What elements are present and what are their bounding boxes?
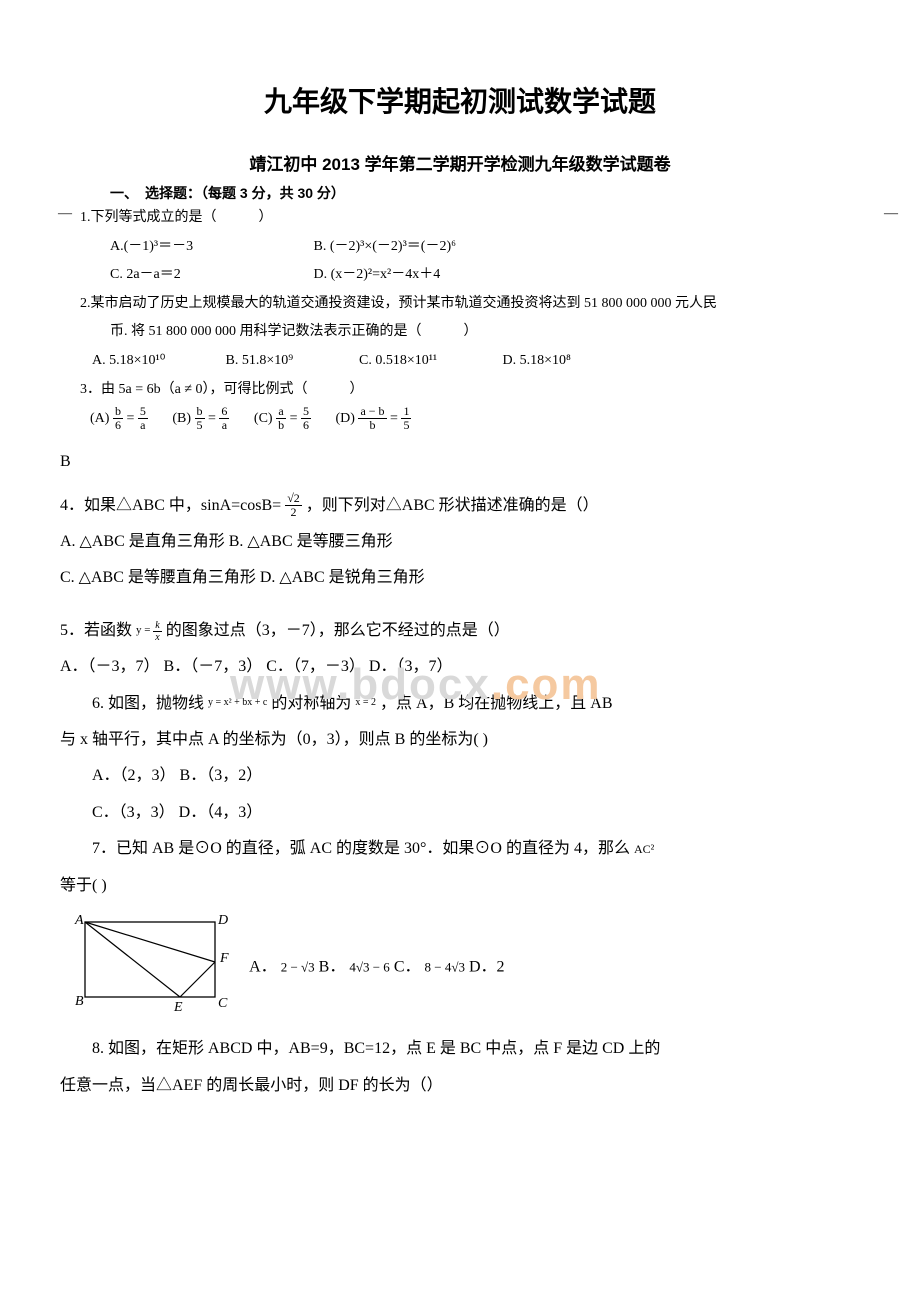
q4-frac: √22 [285,492,302,519]
q6-c: ，点 A，B 均在抛物线上，且 AB [380,695,612,712]
main-title: 九年级下学期起初测试数学试题 [60,80,860,120]
q8-line2: 任意一点，当△AEF 的周长最小时，则 DF 的长为（） [60,1071,860,1101]
q3-a-frac1: b6 [113,405,123,432]
q1-d: D. (x－2)²=x²－4x＋4 [314,267,441,282]
q2-b: B. 51.8×10⁹ [226,348,356,375]
label-b: B [75,994,84,1009]
q7-vc: 8 − 4√3 [425,959,465,974]
q3-b-frac1: b5 [195,405,205,432]
q2-a: A. 5.18×10¹⁰ [92,348,222,375]
q8-line1: 8. 如图，在矩形 ABCD 中，AB=9，BC=12，点 E 是 BC 中点，… [60,1034,860,1064]
label-d: D [217,913,228,928]
q3-a-label: (A) [90,411,109,426]
q7-ac2: AC² [634,842,654,856]
q5-func: y = [136,624,153,636]
q2-line1: 2.某市启动了历史上规模最大的轨道交通投资建设，预计某市轨道交通投资将达到 51… [80,291,860,318]
q1-row2: C. 2a－a＝2 D. (x－2)²=x²－4x＋4 [110,262,860,289]
q5-stem: 5．若函数 y = kx 的图象过点（3，－7），那么它不经过的点是（） [60,616,860,646]
q3-c-frac2: 56 [301,405,311,432]
q4-before: 4．如果△ABC 中，sinA=cosB= [60,497,285,514]
q6-cd: C．（3，3） D．（4，3） [60,798,860,828]
q7-va: 2 − √3 [281,959,315,974]
q6-b: 的对称轴为 [271,695,355,712]
q7-b-label: B． [319,958,346,975]
q3-c-label: (C) [254,411,273,426]
q7-a: 7．已知 AB 是⊙O 的直径，弧 AC 的度数是 30°．如果⊙O 的直径为 … [92,840,634,857]
q3-d-frac1: a − bb [358,405,386,432]
q3-stem: 3．由 5a = 6b（a ≠ 0），可得比例式（ ） [80,377,860,404]
answer-b: B [60,453,860,471]
q3-d-frac2: 15 [401,405,411,432]
q1-a: A.(－1)³＝－3 [110,234,310,261]
label-c: C [218,996,228,1011]
q7-a-label: A． [249,958,277,975]
label-a: A [74,913,84,928]
q5-frac: kx [153,620,161,643]
q2-c: C. 0.518×10¹¹ [359,348,499,375]
q4-stem: 4．如果△ABC 中，sinA=cosB= √22 ，则下列对△ABC 形状描述… [60,491,860,521]
q7-line2: 等于( ) [60,871,860,901]
q2-d: D. 5.18×10⁸ [503,353,571,368]
sub-title: 靖江初中 2013 学年第二学期开学检测九年级数学试题卷 [60,150,860,175]
q3-b-frac2: 6a [219,405,229,432]
q7-d-label: D．2 [469,958,505,975]
rectangle-diagram: A D B C E F [60,907,240,1028]
margin-dash-right: — [884,206,898,222]
q1-row1: A.(－1)³＝－3 B. (－2)³×(－2)³＝(－2)⁶ [110,234,860,261]
q2-line2: 币. 将 51 800 000 000 用科学记数法表示正确的是（ ） [110,319,860,346]
section-heading: 一、 选择题：（每题 3 分，共 30 分） [110,183,860,203]
q6-ab: A．（2，3） B．（3，2） [60,761,860,791]
q4-cd: C. △ABC 是等腰直角三角形 D. △ABC 是锐角三角形 [60,563,860,593]
q5-before: 5．若函数 [60,622,136,639]
q7-vb: 4√3 − 6 [349,959,389,974]
q6-line2: 与 x 轴平行，其中点 A 的坐标为（0，3），则点 B 的坐标为( ) [60,725,860,755]
q1-stem: 1.下列等式成立的是（ ） [80,205,860,232]
q1-b: B. (－2)³×(－2)³＝(－2)⁶ [314,239,456,254]
q6-eq1: y = x² + bx + c [208,697,267,708]
q7-opts-row: A D B C E F A． 2 − √3 B． 4√3 − 6 C． 8 − … [60,907,860,1028]
q7-line1: 7．已知 AB 是⊙O 的直径，弧 AC 的度数是 30°．如果⊙O 的直径为 … [60,834,860,864]
label-e: E [173,1000,183,1015]
q2-opts: A. 5.18×10¹⁰ B. 51.8×10⁹ C. 0.518×10¹¹ D… [92,348,860,375]
q3-opts: (A) b6 = 5a (B) b5 = 6a (C) ab = 56 (D) … [90,405,860,433]
q4-after: ，则下列对△ABC 形状描述准确的是（） [306,497,599,514]
q3-b-label: (B) [172,411,191,426]
q5-mid: 的图象过点（3，－7），那么它不经过的点是（） [166,622,510,639]
q3-c-frac1: ab [276,405,286,432]
q6-a: 6. 如图，抛物线 [92,695,208,712]
q4-ab: A. △ABC 是直角三角形 B. △ABC 是等腰三角形 [60,527,860,557]
label-f: F [219,951,229,966]
q3-a-frac2: 5a [138,405,148,432]
q1-c: C. 2a－a＝2 [110,262,310,289]
q6-line1: 6. 如图，抛物线 y = x² + bx + c 的对称轴为 x = 2 ，点… [60,689,860,719]
q6-eq2: x = 2 [355,697,376,708]
q3-d-label: (D) [336,411,355,426]
q7-c-label: C． [394,958,421,975]
q5-opts: A．（－3，7） B．（－7，3） C．（7，－3） D．（3，7） [60,652,860,682]
